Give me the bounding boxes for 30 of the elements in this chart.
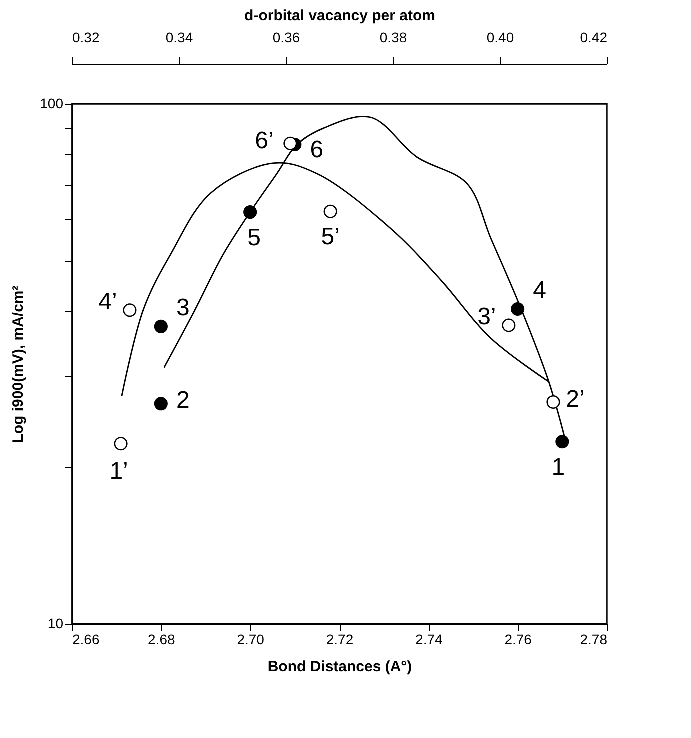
x2-tick-label: 0.36 [272, 30, 300, 46]
x-tick-label: 2.70 [237, 632, 265, 648]
y-tick-label: 100 [40, 96, 64, 112]
annotation: 3’ [478, 304, 496, 331]
x2-tick-label: 0.34 [166, 30, 194, 46]
x2-axis-title: d-orbital vacancy per atom [244, 8, 436, 24]
annotation: 4’ [98, 288, 118, 316]
annotation: 6’ [255, 128, 274, 155]
x2-tick-label: 0.32 [72, 30, 100, 46]
x2-tick-label: 0.40 [486, 30, 514, 46]
x-tick-label: 2.74 [416, 632, 444, 648]
x-tick-label: 2.78 [580, 632, 608, 648]
x-tick-label: 2.76 [504, 632, 532, 648]
x-axis-title: Bond Distances (A°) [268, 658, 412, 676]
x2-tick-label: 0.38 [380, 30, 408, 46]
x2-tick-label: 0.42 [580, 30, 608, 46]
annotation: 1 [552, 454, 566, 481]
x-tick-label: 2.66 [72, 632, 100, 648]
annotation: 6 [310, 136, 324, 164]
x-tick-label: 2.68 [148, 632, 176, 648]
annotation: 2’ [566, 386, 585, 414]
y-tick-label: 10 [48, 616, 64, 632]
annotation: 1’ [110, 458, 128, 485]
y-axis-title: Log i900(mV), mA/cm² [10, 286, 28, 444]
annotation: 5 [248, 224, 262, 252]
annotation: 2 [176, 386, 190, 414]
annotation: 4 [533, 277, 547, 304]
x-tick-label: 2.72 [326, 632, 354, 648]
annotation: 5’ [321, 224, 340, 251]
annotation: 3 [176, 294, 190, 322]
